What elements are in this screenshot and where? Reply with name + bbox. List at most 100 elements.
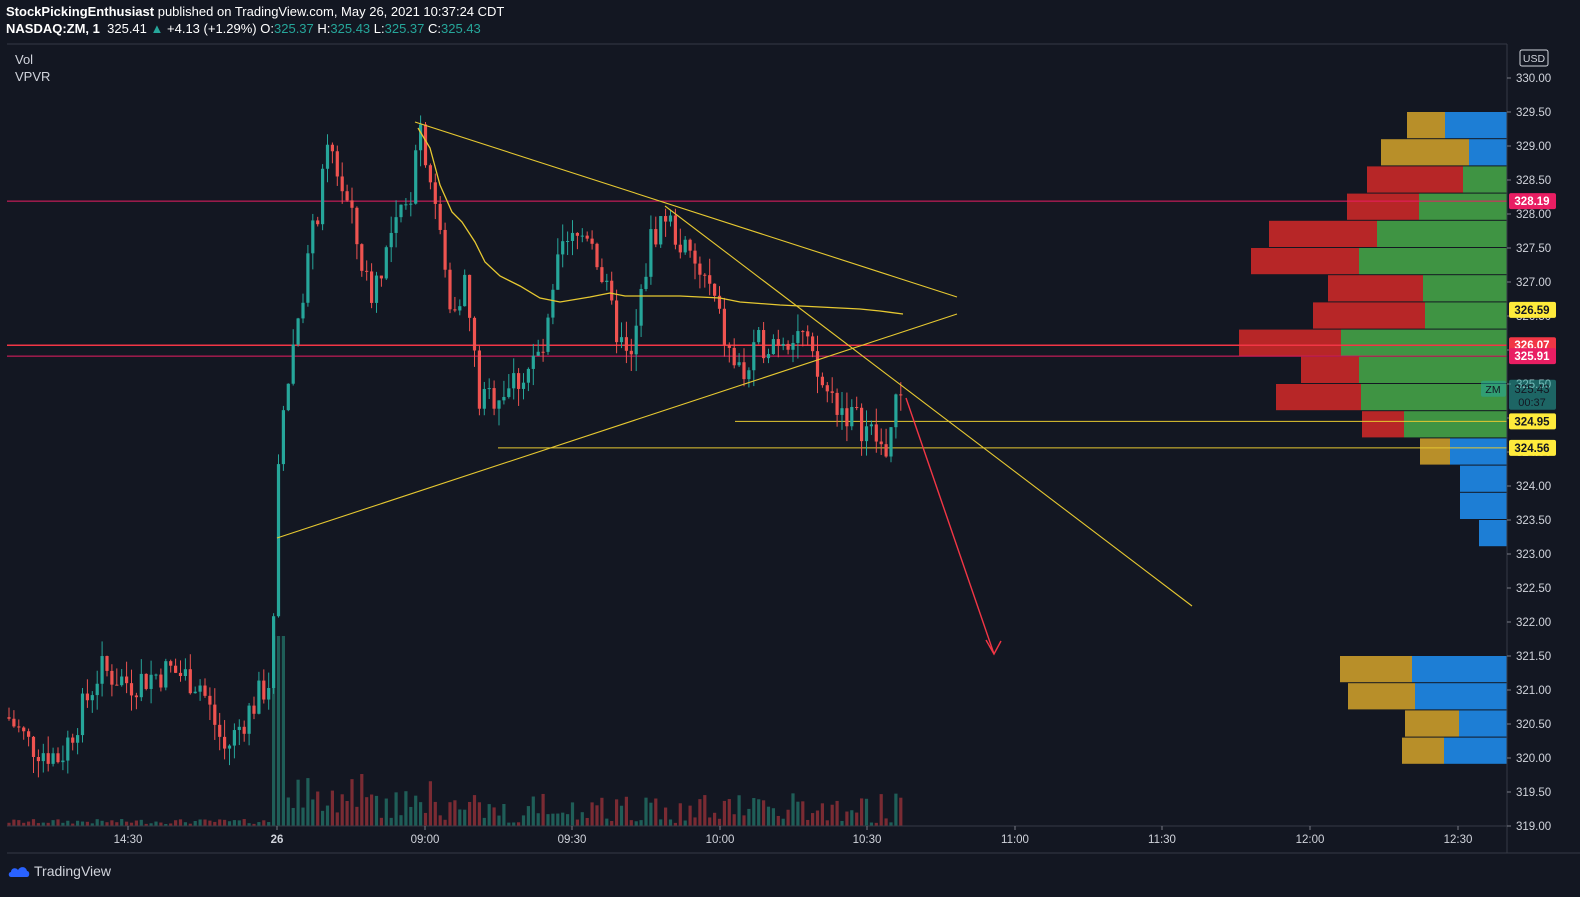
candle-body [688,239,692,251]
candle-body [198,685,202,692]
volume-bar [664,807,668,826]
candle-body [178,672,183,677]
volume-bar [884,818,888,826]
symbol[interactable]: NASDAQ:ZM, 1 [6,21,100,36]
candle-body [536,351,540,356]
last-price-countdown: 00:37 [1518,397,1546,409]
volume-bar [159,822,163,826]
volume-bar [247,823,251,826]
y-tick-label: 319.50 [1516,787,1551,799]
candle-body [311,220,315,254]
tradingview-logo[interactable]: TradingView [8,863,111,879]
y-tick-label: 327.50 [1516,243,1551,255]
volume-bar [698,799,702,826]
vpvr-down-bar [1313,302,1425,329]
candle-body [747,370,751,380]
volume-bar [218,819,222,826]
candle-body [487,388,491,390]
low-value: 325.37 [384,21,425,36]
candle-body [110,670,114,685]
volume-bar [561,812,565,826]
candle-body [36,756,40,762]
volume-bar [46,822,50,826]
candle-body [394,217,398,233]
vpvr-up-bar [1463,166,1507,193]
candle-body [325,144,330,169]
volume-bar [105,822,109,826]
candle-body [46,753,50,764]
candle-body [105,656,109,671]
vpvr-down-bar [1348,683,1415,710]
volume-bar [717,818,722,826]
volume-bar [232,820,236,826]
candle-body [668,215,673,222]
y-tick-label: 322.50 [1516,583,1551,595]
vpvr-down-bar [1239,329,1341,356]
volume-bar [355,806,359,826]
candle-body [22,727,26,732]
y-tick-label: 330.00 [1516,73,1551,85]
candle-body [570,232,575,241]
volume-bar [747,808,751,826]
volume-bar [619,805,624,826]
time-axis[interactable]: 14:30 26 09:00 09:30 10:00 10:30 11:00 11:30 12:… [7,825,1580,854]
volume-bar [693,817,697,826]
candle-body [737,362,741,366]
candle-body [252,705,256,714]
volume-bar [477,802,481,826]
volume-bar [546,814,550,826]
volume-bar [811,813,815,826]
candle-body [95,683,99,696]
volume-bar [801,801,805,826]
volume-bar [237,820,241,826]
candle-body [213,704,217,725]
volume-bar [414,795,418,826]
candle-body [610,280,614,301]
candle-body [659,216,663,245]
volume-bar [708,817,712,826]
volume-bar [223,819,227,826]
candle-body [786,343,790,350]
candle-body [399,204,403,218]
candle-body [561,241,565,255]
high-label: H: [317,21,331,36]
candle-body [154,674,158,676]
candle-body [683,239,687,253]
price-axis[interactable]: 319.00 319.50 320.00 320.50 321.00 321.50 322.… [1481,44,1556,853]
candle-body [575,232,579,236]
volume-bar [325,805,330,826]
candle-body [330,144,334,152]
volume-bar [595,805,599,826]
volume-bar [90,823,94,826]
volume-bar [580,812,584,826]
y-tick-label: 320.50 [1516,719,1551,731]
volume-bar [815,810,820,826]
publisher-name[interactable]: StockPickingEnthusiast [6,4,155,19]
volume-bar [531,796,535,826]
volume-bar [149,823,153,826]
volume-bar [144,823,148,826]
vpvr-down-bar [1251,248,1359,275]
volume-bar [340,794,344,826]
price-label-text: 326.59 [1514,305,1549,317]
y-tick-label: 327.00 [1516,277,1551,289]
volume-bar [678,803,682,826]
candle-body [497,400,501,409]
volume-bar [433,801,437,826]
candle-body [619,337,624,343]
x-tick-label: 12:30 [1444,834,1473,846]
candle-body [183,669,187,677]
volume-bar [198,819,202,826]
volume-bar [590,802,594,826]
candle-body [458,306,462,311]
candle-body [472,317,477,351]
candle-body [600,267,604,283]
candle-body [855,407,859,409]
candle-body [448,269,452,310]
volume-bar [512,822,516,826]
indicator-vol[interactable]: Vol [15,52,34,67]
indicator-vpvr[interactable]: VPVR [15,69,51,84]
volume-bar [703,795,707,826]
candle-body [169,661,173,666]
